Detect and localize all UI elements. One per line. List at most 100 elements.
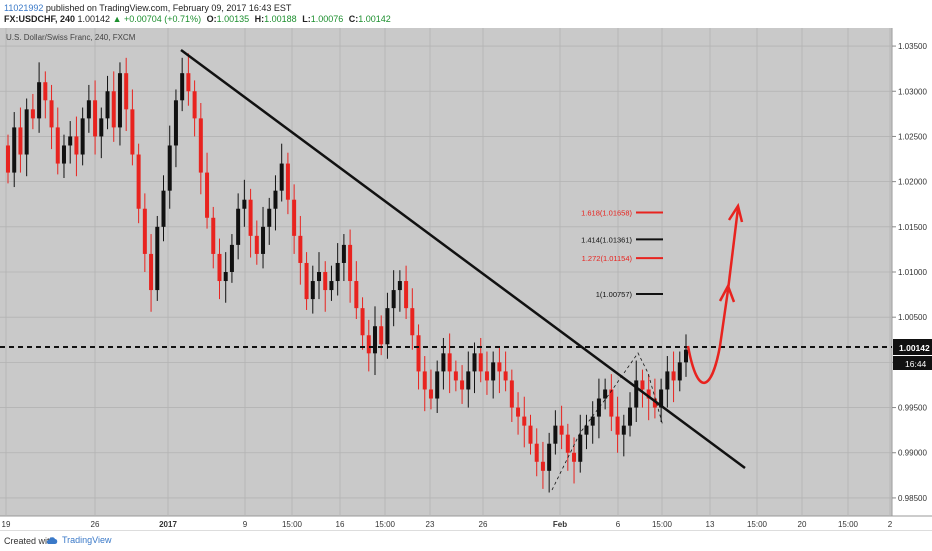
candle-body [354,281,359,309]
candle-body [590,416,595,426]
candle-body [422,371,427,390]
candle-body [360,308,365,336]
candle-body [497,362,502,372]
candle-body [124,73,129,110]
candle-body [261,226,266,254]
footer: Created with TradingView [0,530,932,551]
candle-body [310,281,315,300]
arrow-head-icon [727,202,744,223]
price-tick-label: 1.02000 [898,178,927,187]
candle-body [12,127,17,173]
low-label: L: [302,14,311,24]
time-tick-label: Feb [553,520,567,529]
candle-body [484,371,489,381]
publish-info: 11021992 published on TradingView.com, F… [4,3,291,13]
candle-body [671,371,676,381]
candle-body [205,172,210,218]
candle-body [634,380,639,408]
candle-body [248,199,253,236]
time-tick-label: 26 [91,520,100,529]
candle-body [596,398,601,417]
downtrend-line[interactable] [180,48,746,470]
candle-body [416,335,421,372]
candle-body [167,145,172,191]
price-chart[interactable]: 1.03500 1.03000 1.02500 1.02000 1.01500 1.010… [0,28,932,530]
candle-body [665,371,670,390]
candle-body [105,91,110,119]
price-change: ▲ +0.00704 (+0.71%) [112,14,202,24]
time-tick-label: 9 [243,520,248,529]
candle-body [335,262,340,282]
candle-body [211,217,216,254]
time-tick-label: 15:00 [282,520,303,529]
candle-body [18,127,23,155]
candle-body [460,380,465,390]
candle-body [435,371,440,399]
publish-text: published on TradingView.com, February 0… [45,3,292,13]
candle-body [640,380,645,390]
time-tick-label: 2 [888,520,893,529]
candle-body [472,353,477,372]
candle-body [621,425,626,435]
candle-body [628,407,633,426]
symbol-info: FX:USDCHF, 240 1.00142 ▲ +0.00704 (+0.71… [4,14,391,24]
price-axis[interactable] [892,28,932,516]
candle-body [49,100,54,128]
candle-body [55,127,60,164]
candle-body [74,136,79,155]
time-tick-label: 23 [426,520,435,529]
candle-body [385,308,390,345]
open-label: O: [206,14,217,24]
chart-header: 11021992 published on TradingView.com, F… [0,0,932,28]
candle-body [93,100,98,137]
time-tick-label: 15:00 [375,520,396,529]
candle-body [298,235,303,263]
created-with-text: Created with [4,536,55,546]
candle-body [86,100,91,119]
candle-body [43,82,48,101]
candle-body [136,154,141,209]
candle-body [453,371,458,381]
candle-body [348,244,353,282]
candle-body [565,434,570,453]
candle-body [80,118,85,155]
candle-body [279,163,284,191]
fib-drawing[interactable] [551,352,664,491]
candle-body [379,326,384,345]
candle-body [130,109,135,155]
close-value: 1.00142 [358,14,391,24]
candle-body [61,145,66,164]
candle-body [677,362,682,381]
last-price: 1.00142 [77,14,111,24]
tradingview-logo[interactable]: TradingView [46,535,112,545]
candle-body [186,73,191,92]
price-tick-label: 1.03000 [898,87,927,96]
candle-body [6,145,10,173]
candle-body [553,425,558,444]
candle-body [173,100,178,146]
candle-body [646,389,651,399]
candle-body [559,425,564,435]
candle-body [447,353,452,372]
candle-body [478,353,483,372]
price-tick-label: 0.99000 [898,449,927,458]
candle-body [509,380,514,408]
candle-body [24,109,29,155]
author-link[interactable]: 11021992 [4,3,44,13]
current-price-label: 1.00142 [899,343,930,353]
candle-body [229,244,234,272]
candle-body [372,326,377,354]
candle-body [428,389,433,399]
time-tick-label: 2017 [159,520,177,529]
candle-body [317,272,322,282]
time-tick-label: 15:00 [747,520,768,529]
candle-body [117,73,122,128]
candle-body [292,199,297,236]
time-tick-label: 20 [798,520,807,529]
price-tick-label: 1.01500 [898,223,927,232]
countdown-label: 16:44 [905,359,927,369]
symbol-label: FX:USDCHF, 240 [4,14,76,24]
price-tick-label: 1.02500 [898,132,927,141]
fib-level-label: 1.272(1.01154) [582,254,633,263]
candle-body [603,389,608,399]
